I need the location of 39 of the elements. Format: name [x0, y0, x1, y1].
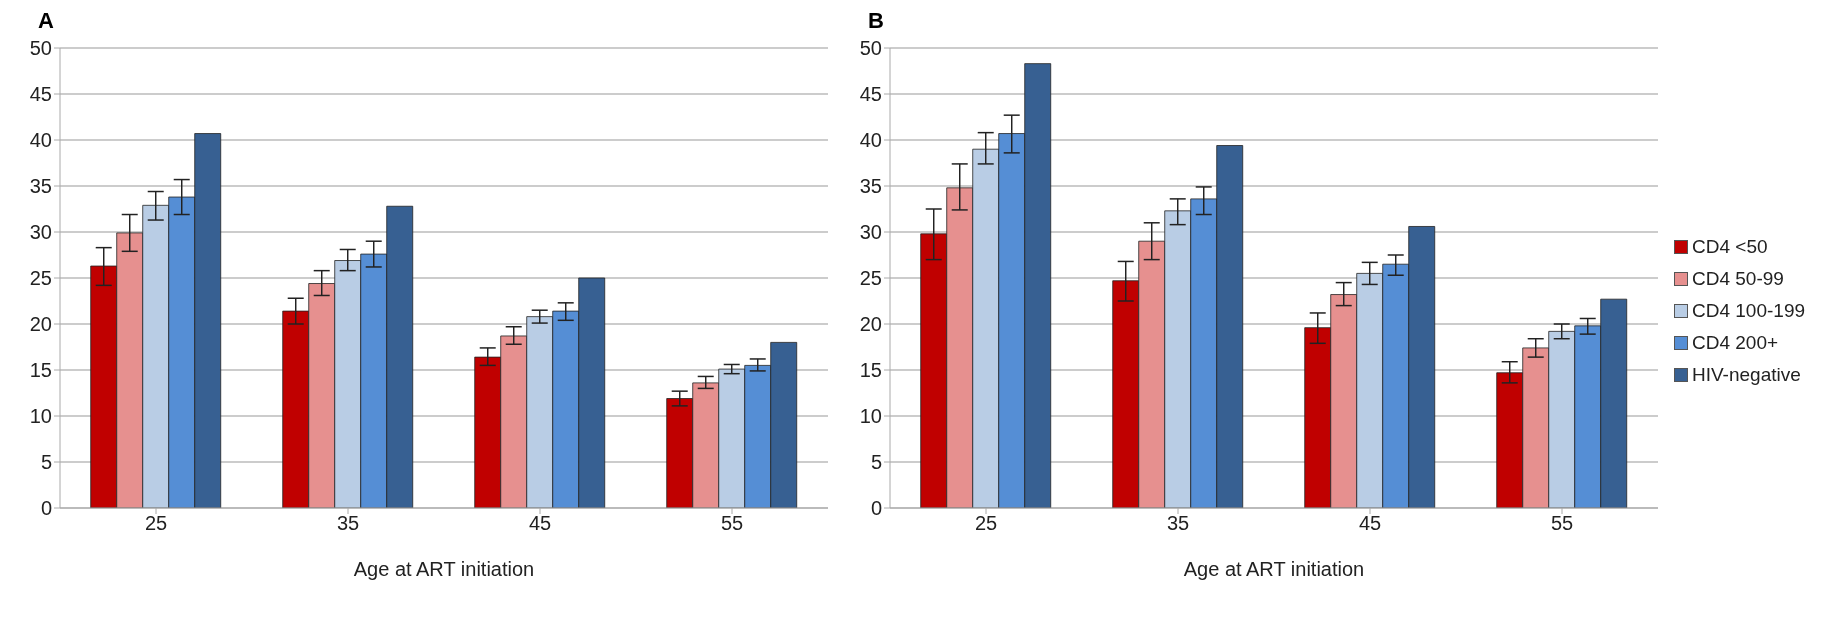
chart-title: B	[867, 8, 885, 35]
legend-label: CD4 200+	[1692, 331, 1779, 354]
x-tick-label: 45	[528, 512, 552, 535]
chart-title: A	[37, 8, 55, 35]
x-tick-label: 55	[720, 512, 744, 535]
y-tick-label: 40	[29, 129, 52, 152]
y-tick-label: 30	[29, 221, 52, 244]
y-tick-label: 0	[870, 497, 882, 520]
x-axis-title: Age at ART initiation	[1183, 558, 1365, 580]
x-tick-label: 25	[974, 512, 998, 535]
y-tick-label: 20	[859, 313, 882, 336]
legend-label: CD4 100-199	[1692, 299, 1806, 322]
y-tick-label: 45	[859, 83, 882, 106]
y-tick-label: 50	[859, 37, 882, 60]
x-tick-label: 25	[144, 512, 168, 535]
y-tick-label: 35	[859, 175, 882, 198]
legend-label: HIV-negative	[1692, 363, 1801, 386]
y-tick-label: 40	[859, 129, 882, 152]
y-tick-label: 35	[29, 175, 52, 198]
y-tick-label: 25	[859, 267, 882, 290]
y-tick-label: 15	[29, 359, 52, 382]
x-tick-label: 45	[1358, 512, 1382, 535]
y-tick-label: 30	[859, 221, 882, 244]
x-axis-title: Age at ART initiation	[353, 558, 535, 580]
x-tick-label: 55	[1550, 512, 1574, 535]
y-tick-label: 10	[859, 405, 882, 428]
y-tick-label: 50	[29, 37, 52, 60]
y-tick-label: 0	[40, 497, 52, 520]
legend-label: CD4 50-99	[1692, 267, 1784, 290]
y-tick-label: 15	[859, 359, 882, 382]
y-tick-label: 10	[29, 405, 52, 428]
y-tick-label: 5	[870, 451, 882, 474]
x-tick-label: 35	[336, 512, 360, 535]
legend-label: CD4 <50	[1692, 235, 1768, 258]
y-tick-label: 45	[29, 83, 52, 106]
x-tick-label: 35	[1166, 512, 1190, 535]
y-tick-label: 25	[29, 267, 52, 290]
y-tick-label: 5	[40, 451, 52, 474]
y-tick-label: 20	[29, 313, 52, 336]
